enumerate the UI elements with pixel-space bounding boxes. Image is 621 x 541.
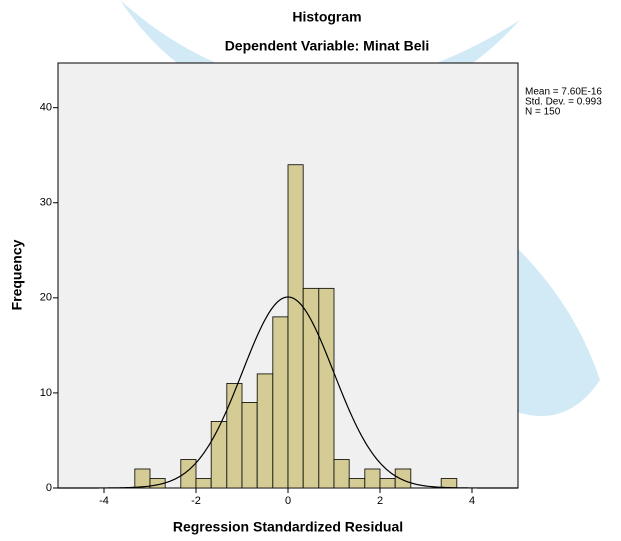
bar	[272, 316, 289, 489]
bar	[241, 402, 258, 489]
bar	[440, 478, 458, 489]
x-tick-label: 4	[469, 495, 475, 507]
chart-title: Histogram	[292, 9, 361, 25]
bar	[195, 478, 212, 489]
y-tick-label: 40	[40, 102, 52, 114]
y-axis-title: Frequency	[9, 239, 25, 310]
bar	[256, 373, 274, 489]
bar	[210, 421, 228, 489]
y-tick-label: 30	[40, 197, 52, 209]
x-tick-label: -4	[99, 495, 109, 507]
bar	[302, 287, 320, 489]
x-tick-label: 0	[285, 495, 291, 507]
y-tick-label: 20	[40, 292, 52, 304]
bar	[333, 459, 350, 489]
bar	[134, 468, 151, 489]
bar	[379, 478, 396, 489]
y-tick-label: 10	[40, 387, 52, 399]
bar	[348, 478, 366, 489]
x-tick-label: -2	[191, 495, 201, 507]
stat-label: Mean = 7.60E-16	[525, 87, 602, 98]
y-tick-label: 0	[46, 482, 52, 494]
x-tick-label: 2	[377, 495, 383, 507]
normal-curve	[58, 296, 518, 489]
stat-label: Std. Dev. = 0.993	[525, 97, 602, 108]
bar	[318, 287, 335, 489]
stat-label: N = 150	[525, 107, 561, 118]
bar	[364, 468, 381, 489]
chart-subtitle: Dependent Variable: Minat Beli	[225, 38, 430, 54]
x-axis-title: Regression Standardized Residual	[173, 519, 403, 535]
bar	[394, 468, 412, 489]
bar	[287, 164, 304, 489]
bar	[226, 383, 243, 489]
